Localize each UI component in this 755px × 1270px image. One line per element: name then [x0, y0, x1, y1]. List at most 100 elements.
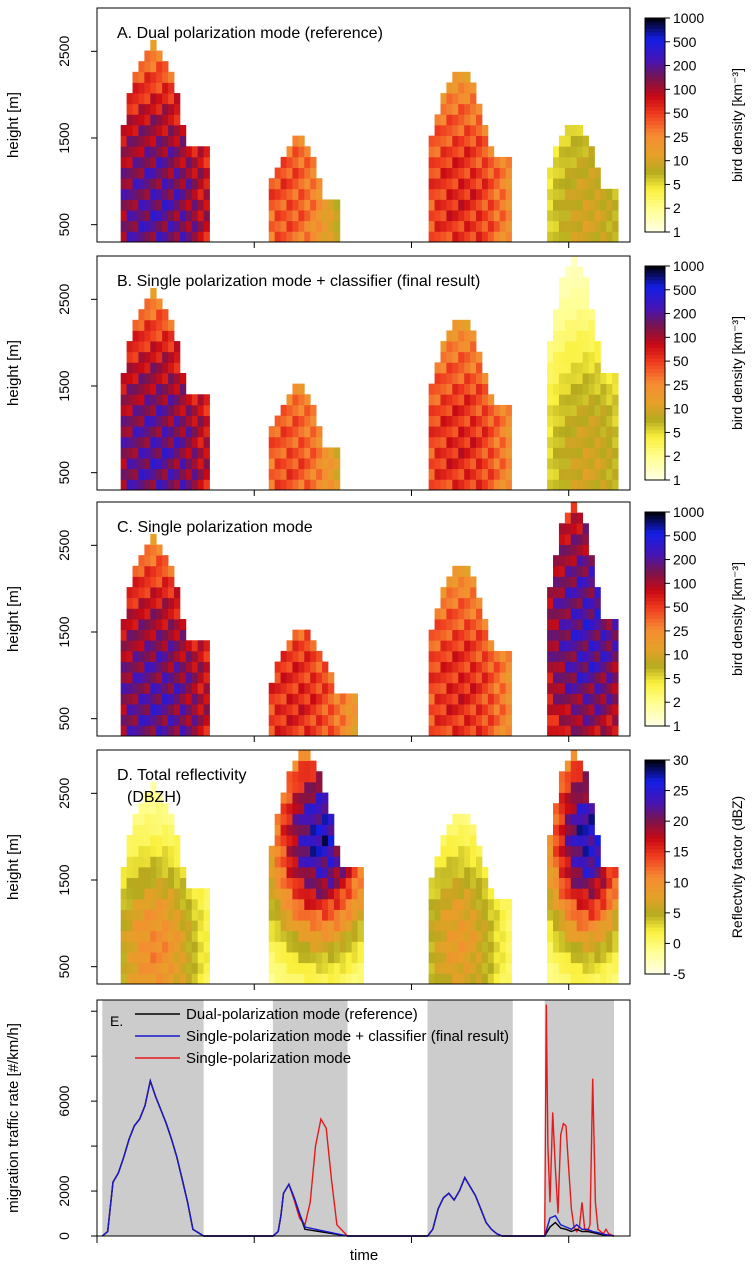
heatmap-cell — [434, 362, 441, 374]
heatmap-cell — [197, 479, 204, 491]
heatmap-cell — [564, 909, 572, 921]
heatmap-cell — [150, 220, 157, 232]
heatmap-cell — [168, 93, 175, 105]
heatmap-cell — [298, 220, 305, 232]
heatmap-cell — [458, 135, 465, 147]
heatmap-cell — [612, 436, 619, 448]
heatmap-cell — [600, 920, 607, 932]
colorbar-segment — [645, 139, 665, 144]
heatmap-cell — [126, 597, 133, 609]
heatmap-cell — [481, 199, 489, 211]
heatmap-cell — [274, 447, 281, 459]
heatmap-cell — [476, 661, 483, 673]
heatmap-cell — [428, 640, 435, 652]
heatmap-cell — [132, 930, 139, 942]
heatmap-cell — [570, 199, 578, 211]
heatmap-cell — [120, 436, 128, 448]
heatmap-cell — [470, 167, 477, 179]
heatmap-cell — [150, 383, 157, 395]
heatmap-cell — [162, 824, 169, 836]
heatmap-cell — [150, 114, 157, 126]
heatmap-cell — [173, 920, 181, 932]
heatmap-cell — [558, 394, 566, 406]
heatmap-cell — [274, 210, 281, 222]
heatmap-cell — [126, 447, 133, 459]
heatmap-cell — [446, 415, 453, 427]
heatmap-cell — [564, 383, 572, 395]
heatmap-cell — [316, 813, 323, 825]
heatmap-cell — [286, 888, 293, 900]
colorbar-tick-label: 10 — [673, 874, 689, 890]
heatmap-cell — [351, 952, 358, 964]
heatmap-cell — [268, 941, 276, 953]
heatmap-cell — [612, 210, 619, 222]
heatmap-cell — [564, 479, 572, 491]
heatmap-cell — [203, 930, 210, 942]
heatmap-cell — [553, 640, 560, 652]
heatmap-cell — [132, 383, 139, 395]
heatmap-cell — [434, 188, 441, 200]
colorbar-segment — [645, 273, 665, 278]
heatmap-cell — [304, 167, 311, 179]
heatmap-cell — [168, 156, 175, 168]
heatmap-cell — [464, 415, 471, 427]
heatmap-cell — [499, 898, 507, 910]
heatmap-cell — [316, 781, 323, 793]
heatmap-cell — [481, 426, 489, 438]
heatmap-cell — [576, 760, 584, 772]
heatmap-cell — [156, 824, 163, 836]
heatmap-cell — [150, 447, 157, 459]
heatmap-cell — [487, 952, 495, 964]
heatmap-cell — [150, 231, 157, 243]
heatmap-cell — [564, 650, 572, 662]
colorbar-segment — [645, 512, 665, 517]
heatmap-cell — [310, 909, 317, 921]
y-tick-label: 1500 — [56, 864, 72, 895]
heatmap-cell — [493, 188, 501, 200]
heatmap-cell — [576, 479, 584, 491]
heatmap-cell — [464, 714, 471, 726]
heatmap-cell — [274, 199, 281, 211]
heatmap-cell — [570, 750, 578, 762]
heatmap-cell — [576, 523, 584, 535]
heatmap-cell — [434, 640, 441, 652]
heatmap-cell — [197, 714, 204, 726]
heatmap-cell — [132, 114, 139, 126]
heatmap-cell — [464, 597, 471, 609]
colorbar-segment — [645, 394, 665, 399]
heatmap-cell — [558, 436, 566, 448]
heatmap-cell — [168, 941, 175, 953]
heatmap-cell — [298, 199, 305, 211]
heatmap-cell — [156, 330, 163, 342]
heatmap-cell — [144, 188, 151, 200]
heatmap-cell — [440, 587, 447, 599]
heatmap-cell — [156, 426, 163, 438]
heatmap-cell — [327, 813, 335, 825]
heatmap-cell — [470, 608, 477, 620]
heatmap-cell — [168, 319, 175, 331]
colorbar-tick-label: 20 — [673, 813, 689, 829]
heatmap-cell — [493, 156, 501, 168]
heatmap-cell — [606, 447, 613, 459]
colorbar-segment — [645, 834, 665, 839]
heatmap-cell — [582, 877, 589, 889]
heatmap-cell — [191, 898, 199, 910]
heatmap-cell — [138, 220, 145, 232]
heatmap-cell — [274, 693, 281, 705]
colorbar-segment — [645, 809, 665, 814]
heatmap-cell — [327, 930, 335, 942]
heatmap-cell — [464, 813, 471, 825]
colorbar-tick-label: 30 — [673, 752, 689, 768]
heatmap-cell — [464, 71, 471, 83]
heatmap-cell — [310, 436, 317, 448]
heatmap-cell — [434, 447, 441, 459]
heatmap-cell — [564, 576, 572, 588]
heatmap-cell — [558, 909, 566, 921]
heatmap-cell — [570, 608, 578, 620]
colorbar-tick-label: 1 — [673, 718, 681, 734]
heatmap-cell — [470, 447, 477, 459]
heatmap-cell — [464, 672, 471, 684]
y-tick-label: 1500 — [56, 370, 72, 401]
heatmap-cell — [357, 920, 364, 932]
heatmap-cell — [481, 725, 489, 737]
